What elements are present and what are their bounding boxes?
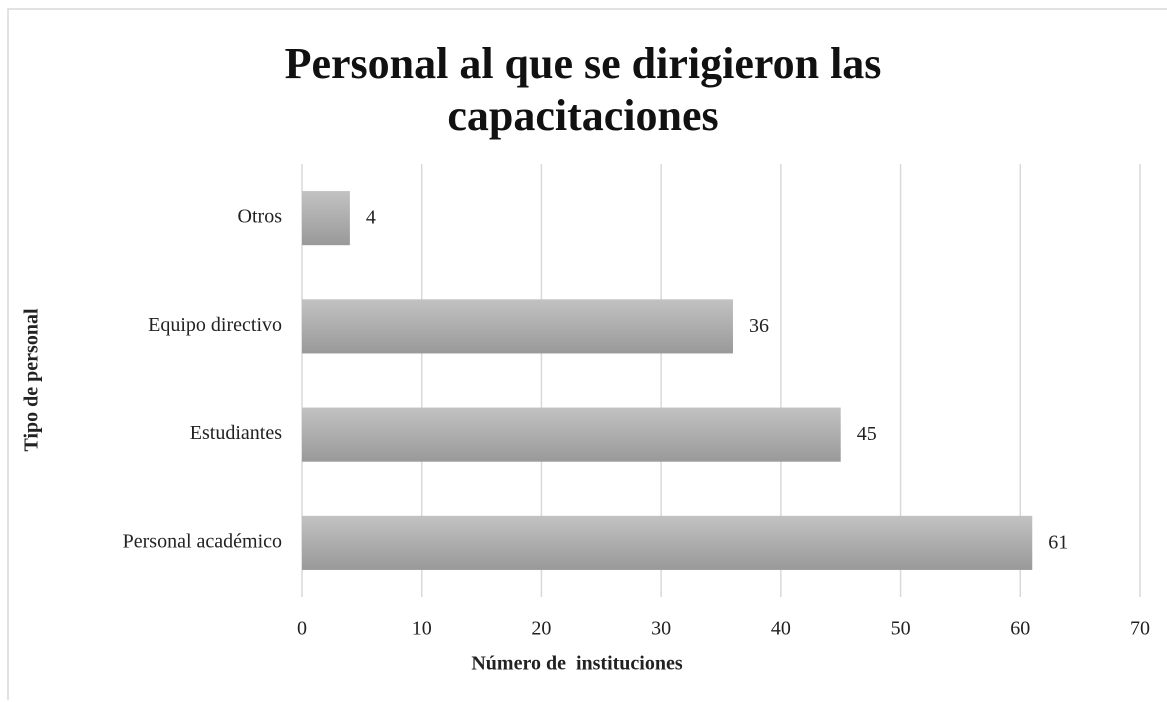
x-axis-label: Número de instituciones <box>471 653 683 675</box>
bar <box>302 299 733 354</box>
bar <box>302 515 1033 570</box>
y-tick-label: Personal académico <box>123 530 282 552</box>
x-tick-label: 50 <box>891 618 911 640</box>
x-tick-label: 10 <box>412 618 432 640</box>
x-tick-label: 40 <box>771 618 791 640</box>
y-axis-label: Tipo de personal <box>21 308 43 451</box>
y-tick-label: Equipo directivo <box>148 314 282 336</box>
x-tick-label: 60 <box>1010 618 1030 640</box>
x-tick-label: 70 <box>1130 618 1150 640</box>
bar <box>302 191 350 246</box>
x-tick-label: 0 <box>297 618 307 640</box>
x-tick-label: 30 <box>651 618 671 640</box>
data-label: 36 <box>749 315 769 337</box>
y-tick-label: Otros <box>238 206 283 228</box>
chart-border <box>7 8 1167 700</box>
x-tick-label: 20 <box>531 618 551 640</box>
data-label: 61 <box>1048 531 1068 553</box>
data-label: 45 <box>857 423 877 445</box>
bar <box>302 407 841 462</box>
y-tick-label: Estudiantes <box>190 422 282 444</box>
data-label: 4 <box>366 207 376 229</box>
chart-title: Personal al que se dirigieron las capaci… <box>284 39 882 140</box>
